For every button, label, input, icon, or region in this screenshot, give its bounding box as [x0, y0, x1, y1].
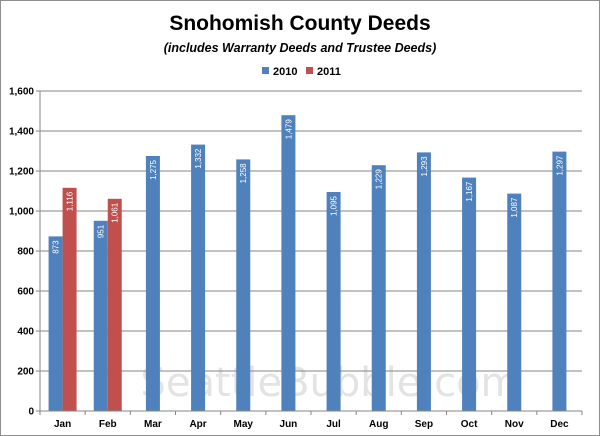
x-tick-label: Sep: [415, 419, 433, 430]
bar-2010-Oct: [462, 177, 477, 411]
bar-2010-Apr: [191, 144, 206, 411]
chart-subtitle: (includes Warranty Deeds and Trustee Dee…: [164, 41, 437, 55]
legend-label-2011: 2011: [317, 66, 341, 78]
data-label-2010-Feb: 951: [97, 224, 106, 238]
gridlines: [40, 90, 582, 412]
data-label-2011-Feb: 1,061: [111, 202, 120, 223]
data-labels: 873 1,116 951 1,061 1,275 1,332 1,258 1,479 1,09…: [52, 119, 565, 254]
bar-2010-May: [236, 159, 251, 411]
y-tick-label: 0: [28, 407, 34, 418]
x-tick-label: Aug: [369, 419, 388, 430]
legend-swatch-2010: [262, 67, 269, 74]
bar-2010-Jan: [48, 236, 63, 411]
bar-2010-Sep: [416, 152, 431, 411]
bar-2011-Jan: [62, 187, 77, 411]
bar-2010-Aug: [371, 165, 386, 411]
legend: 2010 2011: [262, 66, 341, 78]
data-label-2010-Apr: 1,332: [194, 148, 203, 169]
data-label-2010-Mar: 1,275: [149, 159, 158, 180]
data-label-2011-Jan: 1,116: [66, 191, 75, 211]
y-tick-label: 1,600: [9, 87, 34, 98]
y-tick-label: 600: [17, 287, 34, 298]
data-label-2010-Aug: 1,229: [375, 169, 384, 190]
data-label-2010-Jul: 1,095: [330, 195, 339, 216]
data-label-2010-Dec: 1,297: [555, 155, 564, 176]
y-tick-label: 1,000: [9, 207, 34, 218]
data-label-2010-Sep: 1,293: [420, 156, 429, 177]
legend-label-2010: 2010: [273, 66, 297, 78]
axes: 0 200 400 600 800 1,000 1,200 1,400 1,600 Jan Feb M…: [9, 87, 583, 430]
x-tick-label: Dec: [550, 419, 569, 430]
data-label-2010-Jan: 873: [52, 240, 61, 254]
x-tick-label: May: [234, 419, 254, 430]
bar-2010-Mar: [145, 156, 160, 411]
x-tick-label: Jun: [280, 419, 298, 430]
x-tick-label: Nov: [505, 419, 524, 430]
legend-swatch-2011: [306, 67, 313, 74]
data-label-2010-May: 1,258: [239, 163, 248, 184]
y-tick-label: 1,400: [9, 127, 34, 138]
y-tick-label: 800: [17, 247, 34, 258]
x-tick-label: Apr: [189, 419, 206, 430]
bar-2010-Jul: [326, 192, 341, 411]
bar-2011-Feb: [107, 198, 122, 411]
x-tick-label: Jan: [54, 419, 71, 430]
bar-2010-Dec: [552, 151, 567, 411]
x-tick-label: Oct: [461, 419, 478, 430]
x-tick-label: Jul: [326, 419, 341, 430]
bars: [48, 115, 567, 411]
bar-2010-Nov: [507, 193, 522, 411]
y-tick-label: 200: [17, 367, 34, 378]
data-label-2010-Nov: 1,087: [510, 197, 519, 218]
data-label-2010-Jun: 1,479: [284, 119, 293, 140]
y-tick-label: 400: [17, 327, 34, 338]
bar-2010-Jun: [281, 115, 296, 411]
data-label-2010-Oct: 1,167: [465, 181, 474, 202]
y-tick-label: 1,200: [9, 167, 34, 178]
x-tick-label: Mar: [144, 419, 162, 430]
x-tick-label: Feb: [99, 419, 117, 430]
chart-title: Snohomish County Deeds: [169, 12, 430, 35]
bar-2010-Feb: [93, 220, 108, 411]
